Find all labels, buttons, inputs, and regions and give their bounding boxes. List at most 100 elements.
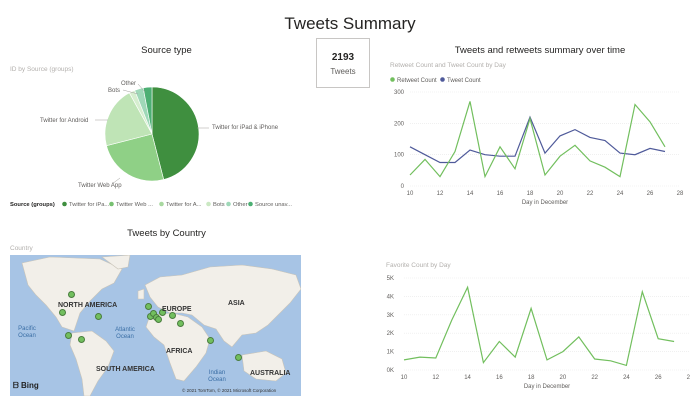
map-marker[interactable] xyxy=(78,336,85,343)
world-map[interactable]: NORTH AMERICA EUROPE ASIA Pacific Ocean … xyxy=(10,255,301,396)
x-tick-label: 26 xyxy=(655,375,662,381)
pie-legend[interactable]: Source (groups) Twitter for iPa... Twitter… xyxy=(8,198,308,210)
map-label-asia: ASIA xyxy=(228,300,245,307)
legend-dot xyxy=(440,77,445,82)
series-line-favorite-count xyxy=(403,285,675,367)
map-copyright: © 2021 TomTom, © 2021 Microsoft Corporat… xyxy=(182,388,277,393)
line-chart[interactable]: Retweet Count Tweet Count 0 100 200 300 10 12 14… xyxy=(370,70,690,212)
bing-logo: ᗷ Bing xyxy=(13,381,39,391)
pie-legend-item: Bots xyxy=(213,202,225,208)
y-tick-label: 2K xyxy=(387,331,394,337)
map-marker[interactable] xyxy=(169,312,176,319)
pie-legend-item: Twitter for A... xyxy=(166,202,202,208)
x-tick-label: 28 xyxy=(677,191,684,197)
x-tick-label: 20 xyxy=(560,375,567,381)
map-marker[interactable] xyxy=(207,337,214,344)
map-subtitle: Country xyxy=(10,245,33,252)
y-tick-label: 5K xyxy=(387,276,394,282)
pie-title: Source type xyxy=(141,45,192,56)
x-tick-label: 24 xyxy=(617,191,624,197)
x-tick-label: 26 xyxy=(647,191,654,197)
legend-dot xyxy=(109,201,114,207)
x-tick-label: 14 xyxy=(467,191,474,197)
legend-dot xyxy=(226,201,231,207)
y-tick-label: 200 xyxy=(394,121,405,127)
map-marker[interactable] xyxy=(159,309,166,316)
x-tick-label: 20 xyxy=(557,191,564,197)
map-label-africa: AFRICA xyxy=(166,348,193,355)
legend-dot xyxy=(390,77,395,82)
map-marker[interactable] xyxy=(177,320,184,327)
map-label-australia: AUSTRALIA xyxy=(250,370,291,377)
pie-callout-label: Twitter Web App xyxy=(78,183,122,189)
page-title: Tweets Summary xyxy=(284,14,416,33)
y-tick-label: 4K xyxy=(387,294,394,300)
map-title: Tweets by Country xyxy=(127,228,206,239)
pie-callout-label: Bots xyxy=(108,88,120,94)
x-tick-label: 12 xyxy=(437,191,444,197)
x-tick-label: 18 xyxy=(527,191,534,197)
y-tick-label: 0K xyxy=(387,368,394,374)
x-tick-label: 10 xyxy=(401,375,408,381)
pie-callout-line xyxy=(122,89,139,95)
pie-legend-item: Source unav... xyxy=(255,202,292,208)
x-tick-label: 14 xyxy=(464,375,471,381)
pie-legend-item: Other xyxy=(233,202,248,208)
map-marker[interactable] xyxy=(155,316,162,323)
map-marker[interactable] xyxy=(235,354,242,361)
fav-chart-subtitle: Favorite Count by Day xyxy=(386,262,451,269)
x-tick-label: 16 xyxy=(497,191,504,197)
pie-callout-line xyxy=(111,177,121,185)
pie-slice xyxy=(106,133,165,182)
y-tick-label: 0 xyxy=(401,184,405,190)
tweets-count-label: Tweets xyxy=(330,67,356,76)
map-label-north-america: NORTH AMERICA xyxy=(58,302,118,309)
pie-slice xyxy=(104,92,153,147)
map-marker[interactable] xyxy=(95,313,102,320)
pie-callout-label: Other xyxy=(121,81,136,87)
map-marker[interactable] xyxy=(59,309,66,316)
line-legend-item: Tweet Count xyxy=(447,78,481,84)
pie-slice xyxy=(142,86,153,135)
map-marker[interactable] xyxy=(68,291,75,298)
y-tick-label: 100 xyxy=(394,153,405,159)
pie-legend-item: Twitter for iPa... xyxy=(69,202,110,208)
map-label-europe: EUROPE xyxy=(162,306,192,313)
bing-logo-text: Bing xyxy=(21,381,39,390)
pie-legend-title: Source (groups) xyxy=(10,202,55,208)
line-chart-title: Tweets and retweets summary over time xyxy=(454,45,626,56)
y-tick-label: 3K xyxy=(387,313,394,319)
x-tick-label: 18 xyxy=(528,375,535,381)
pie-subtitle: ID by Source (groups) xyxy=(10,66,74,73)
line-legend-item: Retweet Count xyxy=(397,78,437,84)
map-label-atlantic-ocean: Atlantic Ocean xyxy=(115,327,135,340)
x-tick-label: 28 xyxy=(687,375,690,381)
x-tick-label: 12 xyxy=(432,375,439,381)
x-tick-label: 10 xyxy=(407,191,414,197)
x-tick-label: 22 xyxy=(587,191,594,197)
x-axis-label: Day in December xyxy=(524,384,570,390)
pie-legend-item: Twitter Web ... xyxy=(116,202,153,208)
map-label-south-america: SOUTH AMERICA xyxy=(96,366,155,373)
series-line-tweet-count xyxy=(409,115,666,164)
tweets-count-value: 2193 xyxy=(331,52,355,63)
tweets-card[interactable]: 2193 Tweets xyxy=(316,38,370,88)
pie-chart[interactable]: Twitter for iPad & iPhone Twitter Web App… xyxy=(0,74,310,214)
line-chart-subtitle: Retweet Count and Tweet Count by Day xyxy=(390,62,506,69)
x-tick-label: 16 xyxy=(496,375,503,381)
y-tick-label: 300 xyxy=(394,90,405,96)
map-marker[interactable] xyxy=(65,332,72,339)
pie-callout-line xyxy=(137,83,146,93)
pie-callout-label: Twitter for Android xyxy=(40,118,88,124)
x-axis-label: Day in December xyxy=(522,200,568,206)
legend-dot xyxy=(62,201,67,207)
legend-dot xyxy=(206,201,211,207)
map-label-indian-ocean: Indian Ocean xyxy=(208,370,226,383)
x-tick-label: 22 xyxy=(591,375,598,381)
legend-dot xyxy=(159,201,164,207)
favorite-count-chart[interactable]: 0K 1K 2K 3K 4K 5K 10 12 14 16 18 20 22 24 26 28 Day in D… xyxy=(360,270,690,394)
series-line-retweet-count xyxy=(409,101,666,179)
y-tick-label: 1K xyxy=(387,350,394,356)
map-label-pacific-ocean: Pacific Ocean xyxy=(18,326,36,339)
map-marker[interactable] xyxy=(145,303,152,310)
